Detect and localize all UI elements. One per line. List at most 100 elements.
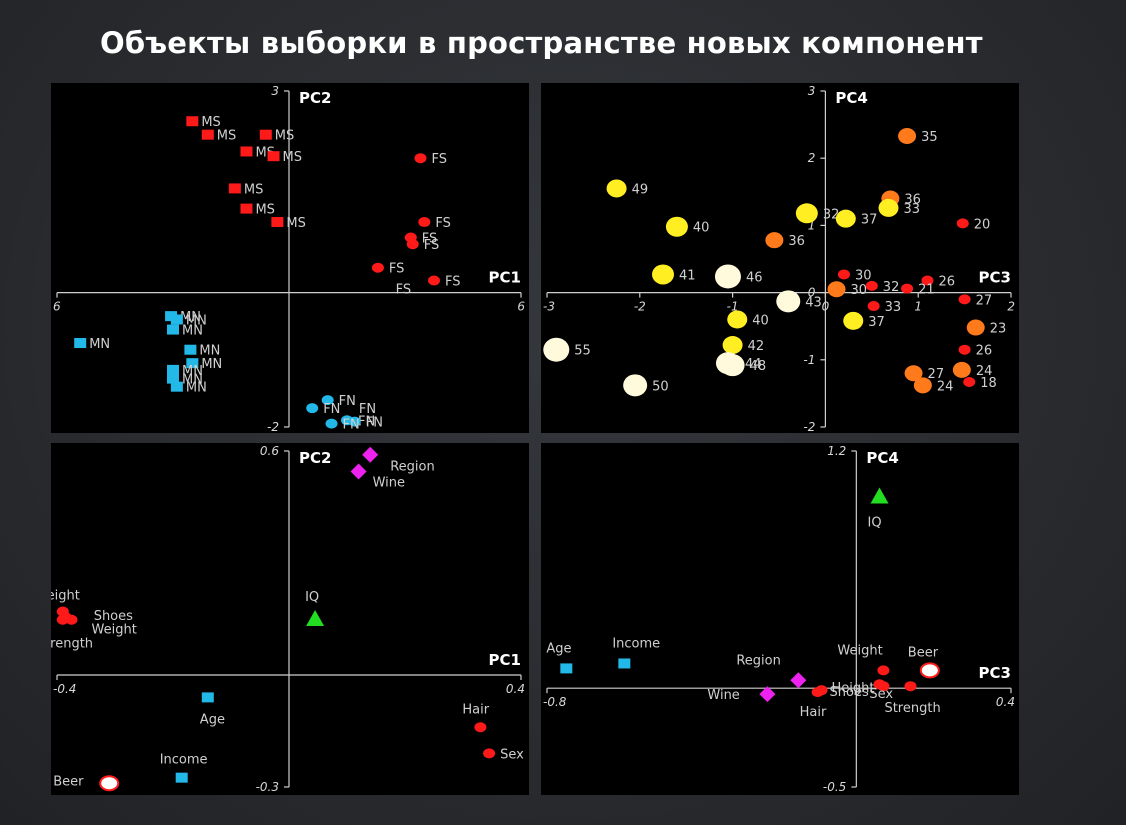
data-point-square <box>560 663 573 674</box>
data-point-square <box>167 373 179 384</box>
data-point-circle <box>877 665 890 676</box>
data-point-square <box>267 151 280 162</box>
data-point-circle <box>958 294 971 305</box>
data-point-square <box>201 129 214 140</box>
data-label: MN <box>186 313 207 328</box>
data-label: MN <box>89 337 110 352</box>
data-point-square <box>186 358 199 369</box>
data-label: 30 <box>855 268 872 283</box>
data-label: 20 <box>974 217 991 232</box>
data-point-square <box>186 116 199 127</box>
data-point-triangle <box>306 610 325 626</box>
data-label: Hair <box>800 705 827 720</box>
data-point-circle <box>665 216 688 237</box>
data-label: 55 <box>574 344 591 359</box>
data-label: 21 <box>918 283 935 298</box>
y-tick-label: 3 <box>808 84 816 98</box>
x-axis-title: PC1 <box>489 269 521 287</box>
y-tick-label: 0 <box>808 286 816 300</box>
x-axis-title: PC1 <box>489 651 521 669</box>
data-point-circle <box>543 337 570 362</box>
data-point-circle <box>428 275 440 286</box>
data-label: 35 <box>921 130 938 145</box>
data-point-circle <box>843 311 864 330</box>
data-label: FN <box>343 418 360 433</box>
data-label: 43 <box>805 295 822 310</box>
y-tick-label: 0.6 <box>260 444 279 458</box>
data-label: 42 <box>748 339 765 354</box>
data-point-circle <box>956 218 969 229</box>
data-label: FN <box>339 394 356 409</box>
data-label: Shoes <box>94 609 133 624</box>
data-point-square <box>175 772 188 783</box>
data-label: Weight <box>92 623 137 638</box>
data-label: 26 <box>976 344 993 359</box>
data-point-circle <box>727 310 748 329</box>
data-point-circle <box>837 269 850 280</box>
data-point-circle <box>898 128 917 145</box>
data-label: 36 <box>904 193 921 208</box>
data-point-ring <box>99 775 120 792</box>
data-point-circle <box>720 354 745 377</box>
data-label: 48 <box>750 359 767 374</box>
data-label: MS <box>255 203 274 218</box>
data-point-circle <box>765 232 784 249</box>
y-tick-label: -2 <box>267 420 279 433</box>
data-label: MN <box>182 324 203 339</box>
data-label: 26 <box>938 275 955 290</box>
data-label: FS <box>424 238 440 253</box>
data-point-circle <box>418 217 431 228</box>
data-label: FS <box>396 283 412 298</box>
data-point-square <box>240 146 253 157</box>
x-axis-title: PC3 <box>979 664 1011 682</box>
data-label: MN <box>182 364 203 379</box>
x-tick-label: 6 <box>53 300 61 314</box>
y-tick-label: -0.5 <box>823 780 846 794</box>
x-tick-label: 6 <box>517 300 525 314</box>
x-tick-label: 0.4 <box>506 682 525 696</box>
data-point-circle <box>714 264 741 289</box>
loadings-plot-pc3-pc4-svg: -0.8 0.4 1.2 -0.5 PC3 PC4 IQ Age Income Region Win… <box>543 444 1015 794</box>
x-tick-label: 1 <box>914 300 922 314</box>
y-tick-label: -2 <box>803 420 815 433</box>
data-label: MS <box>286 216 305 231</box>
data-label: Strength <box>884 701 940 716</box>
data-label: FS <box>422 231 438 246</box>
data-point-square <box>167 324 179 335</box>
data-point-circle <box>795 203 818 224</box>
data-label: Region <box>736 653 781 668</box>
data-point-circle <box>878 198 899 217</box>
data-point-circle <box>958 344 971 355</box>
data-label: 40 <box>752 313 769 328</box>
data-point-circle <box>606 179 627 198</box>
data-point-diamond <box>350 463 367 480</box>
data-label: 41 <box>679 268 696 283</box>
data-point-square <box>167 364 179 375</box>
slide-title: Объекты выборки в пространстве новых ком… <box>100 26 983 60</box>
data-point-circle <box>348 416 361 427</box>
x-tick-label: 0.4 <box>996 695 1015 709</box>
data-point-circle <box>865 280 878 291</box>
data-label: Wine <box>707 688 739 703</box>
data-point-square <box>201 692 214 703</box>
data-label: 46 <box>746 270 763 285</box>
data-point-square <box>74 338 87 348</box>
x-axis-title: PC3 <box>979 269 1011 287</box>
data-point-diamond <box>759 686 776 703</box>
data-label: 49 <box>632 182 649 197</box>
data-label: 24 <box>937 379 954 394</box>
data-point-circle <box>901 283 914 294</box>
data-label: MS <box>201 115 220 130</box>
data-label: Beer <box>53 774 84 789</box>
scores-plot-pc1-pc2: 6 6 3 -2 PC1 PC2 MS MS MS MS MS MS MS MS FS FS FS FS FS FS F… <box>51 83 529 433</box>
x-tick-label: -0.8 <box>543 695 567 709</box>
data-label: FN <box>366 416 383 431</box>
data-label: Height <box>51 589 80 604</box>
data-label: FN <box>358 414 375 429</box>
data-label: Sex <box>869 687 893 702</box>
x-tick-label: -0.4 <box>53 682 76 696</box>
data-label: 33 <box>904 202 921 217</box>
data-label: 32 <box>823 207 840 222</box>
data-point-circle <box>56 614 69 625</box>
